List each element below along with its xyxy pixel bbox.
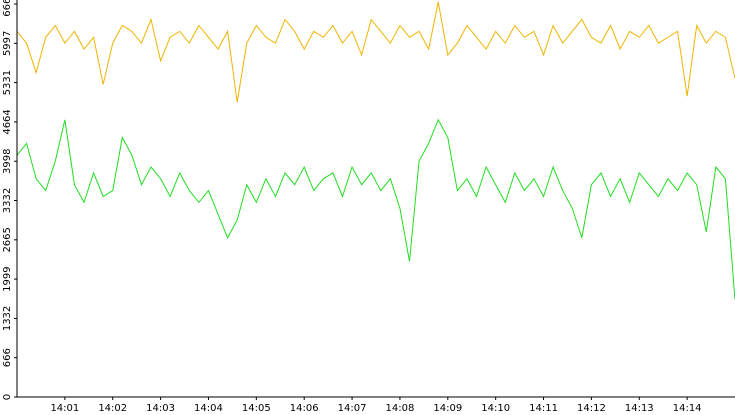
y-tick-label: 3332 — [2, 188, 13, 213]
x-tick-label: 14:12 — [577, 403, 606, 414]
y-tick-label: 1332 — [2, 306, 13, 331]
series-line — [16, 118, 735, 300]
x-tick-label: 14:06 — [290, 403, 319, 414]
y-tick-label: 1999 — [2, 266, 13, 291]
x-tick-label: 14:09 — [433, 403, 462, 414]
series-line — [16, 1, 735, 103]
y-tick-label: 5997 — [2, 31, 13, 56]
y-tick-label: 0 — [2, 394, 13, 400]
y-tick-label: 666 — [2, 348, 13, 367]
x-tick-label: 14:11 — [529, 403, 558, 414]
x-tick-label: 14:13 — [625, 403, 654, 414]
x-tick-label: 14:07 — [338, 403, 367, 414]
x-tick-label: 14:05 — [242, 403, 271, 414]
x-tick-label: 14:04 — [194, 403, 223, 414]
x-tick-label: 14:08 — [386, 403, 415, 414]
y-tick-label: 4664 — [2, 109, 13, 134]
y-tick-label: 5331 — [2, 70, 13, 95]
x-tick-label: 14:10 — [481, 403, 510, 414]
x-tick-label: 14:03 — [146, 403, 175, 414]
x-tick-label: 14:02 — [98, 403, 127, 414]
x-tick-label: 14:01 — [50, 403, 79, 414]
y-tick-label: 3998 — [2, 148, 13, 173]
y-tick-label: 2665 — [2, 227, 13, 252]
y-tick-label: 6664 — [2, 0, 13, 17]
x-tick-label: 14:14 — [673, 403, 702, 414]
